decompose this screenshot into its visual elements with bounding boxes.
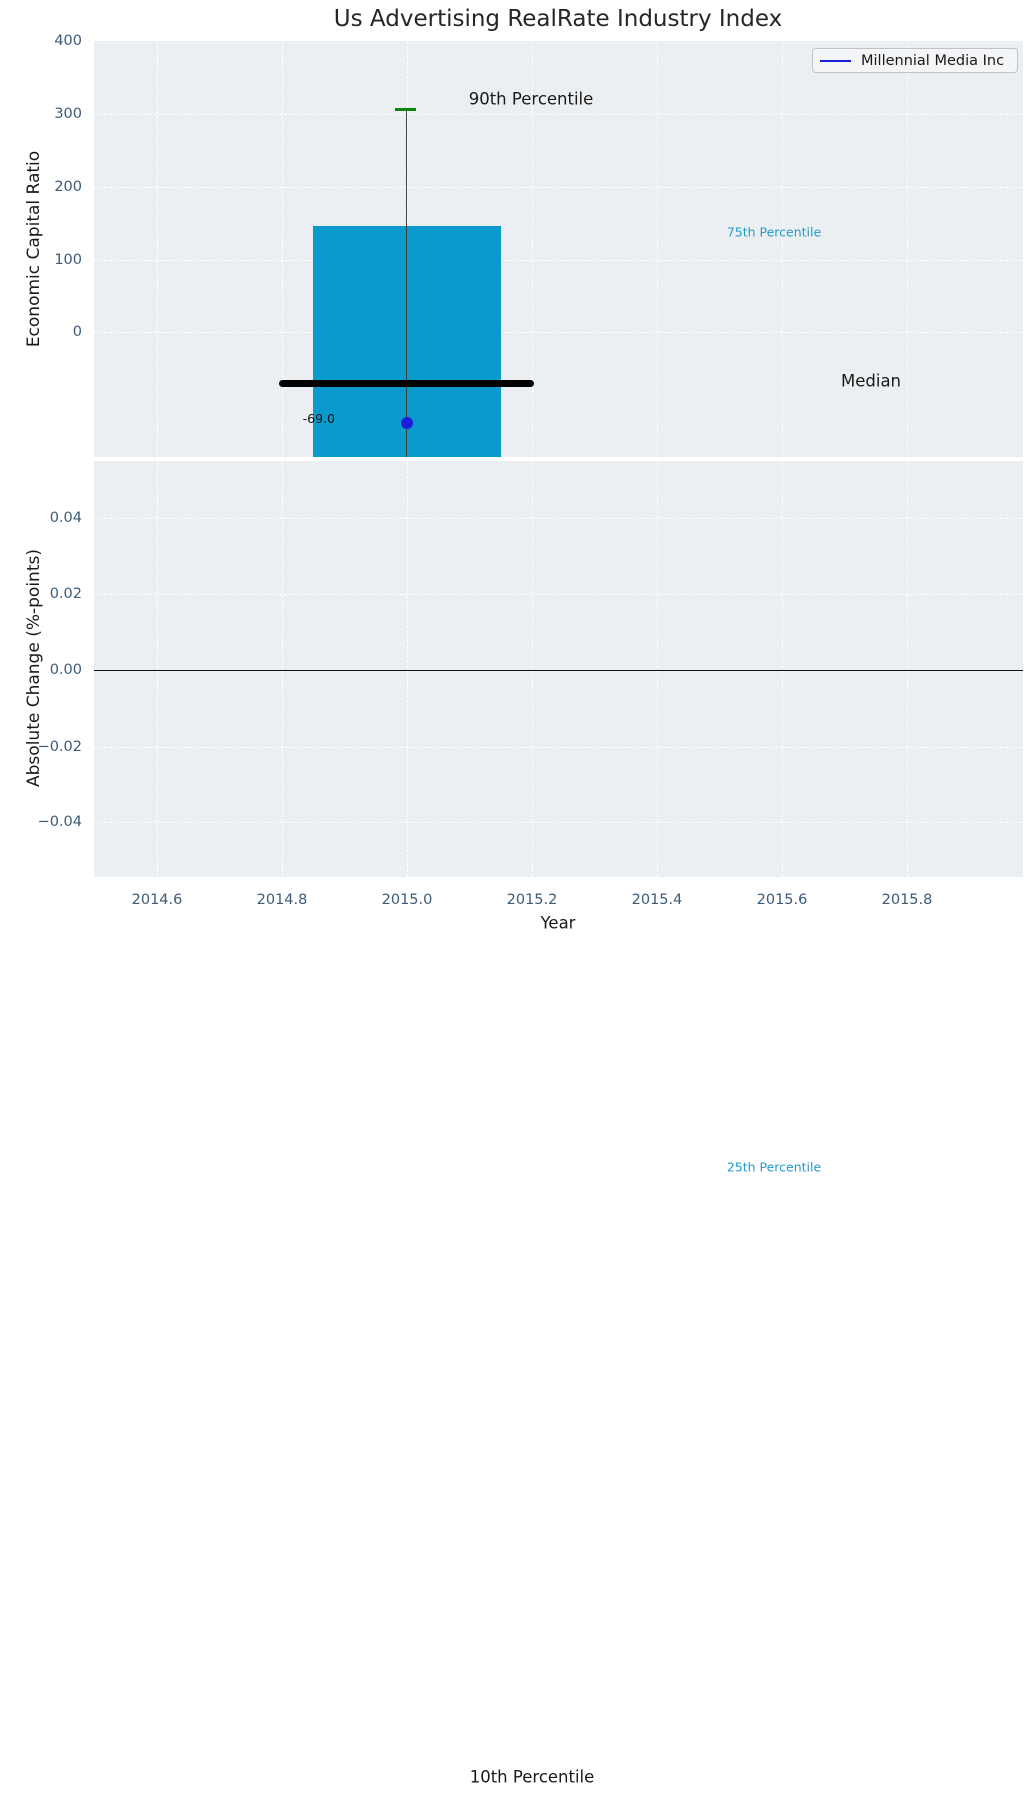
xtick-label: 2014.6 <box>131 892 183 908</box>
gridline <box>94 747 1023 748</box>
legend-label: Millennial Media Inc <box>861 52 1005 69</box>
gridline <box>532 461 533 877</box>
gridline <box>94 260 1023 261</box>
boxplot-median-line <box>279 379 534 387</box>
gridline <box>907 461 908 877</box>
gridline <box>157 41 158 457</box>
gridline <box>94 332 1023 333</box>
xtick-label: 2014.8 <box>256 892 308 908</box>
annotation-10th-percentile: 10th Percentile <box>469 1767 595 1787</box>
x-axis-label: Year <box>540 913 576 933</box>
annotation-90th-percentile: 90th Percentile <box>468 89 594 109</box>
boxplot-90th-percentile-cap <box>395 107 416 111</box>
gridline <box>282 41 283 457</box>
gridline <box>532 41 533 457</box>
top-axes-plot-area: -69.0 <box>94 41 1023 457</box>
legend-line-sample <box>820 59 851 62</box>
gridline <box>94 114 1023 115</box>
gridline <box>94 518 1023 519</box>
gridline <box>407 461 408 877</box>
gridline <box>907 41 908 457</box>
ytick-label: 0 <box>72 324 82 340</box>
ytick-label: 400 <box>54 33 82 49</box>
y-axis-label-top: Economic Capital Ratio <box>24 150 44 348</box>
annotation-median: Median <box>840 371 902 391</box>
gridline <box>282 461 283 877</box>
bottom-axes-plot-area <box>94 461 1023 877</box>
ytick-label: −0.04 <box>37 814 82 830</box>
ytick-label: 200 <box>54 179 82 195</box>
legend: Millennial Media Inc <box>812 48 1018 73</box>
median-value-label: -69.0 <box>302 411 335 426</box>
ytick-label: 100 <box>54 252 82 268</box>
boxplot-whisker <box>405 109 407 457</box>
ytick-label: 300 <box>54 106 82 122</box>
ytick-label: −0.02 <box>37 739 82 755</box>
gridline <box>157 461 158 877</box>
ytick-label: 0.00 <box>49 662 82 678</box>
company-data-point <box>400 417 413 429</box>
gridline <box>94 187 1023 188</box>
gridline <box>94 822 1023 823</box>
gridline <box>657 41 658 457</box>
xtick-label: 2015.0 <box>381 892 433 908</box>
xtick-label: 2015.8 <box>881 892 933 908</box>
gridline <box>94 594 1023 595</box>
y-axis-label-bottom: Absolute Change (%-points) <box>24 549 44 787</box>
xtick-label: 2015.2 <box>506 892 558 908</box>
gridline <box>782 461 783 877</box>
xtick-label: 2015.4 <box>631 892 683 908</box>
annotation-75th-percentile: 75th Percentile <box>726 224 822 240</box>
ytick-label: 0.02 <box>49 586 82 602</box>
gridline <box>657 461 658 877</box>
xtick-label: 2015.6 <box>756 892 808 908</box>
chart-title: Us Advertising RealRate Industry Index <box>333 6 783 32</box>
zero-reference-line <box>94 670 1023 671</box>
gridline <box>782 41 783 457</box>
annotation-25th-percentile: 25th Percentile <box>726 1159 822 1175</box>
ytick-label: 0.04 <box>49 510 82 526</box>
